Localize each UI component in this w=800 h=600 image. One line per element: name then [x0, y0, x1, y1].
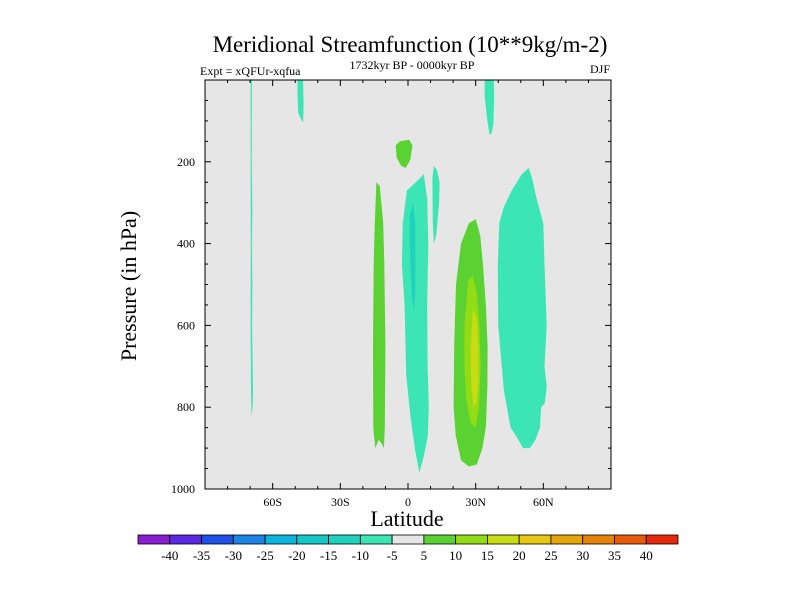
contour-negative-0-core: [409, 202, 416, 309]
colorbar: -40 -35 -30 -25 -20 -15 -10 -5 5 10 15 20 25 30 35 40: [137, 534, 679, 563]
colorbar-swatch: [264, 534, 298, 545]
colorbar-swatch: [518, 534, 552, 545]
contour-positive-25n-core-15: [470, 309, 479, 408]
x-tick-label: 60N: [533, 495, 554, 509]
colorbar-label: 30: [576, 548, 589, 563]
chart-title: Meridional Streamfunction (10**9kg/m-2): [213, 32, 608, 57]
colorbar-swatch: [137, 534, 171, 545]
time-range-label: 1732kyr BP - 0000kyr BP: [350, 58, 475, 72]
y-axis-label: Pressure (in hPa): [116, 211, 141, 361]
colorbar-swatch: [487, 534, 520, 545]
y-tick-label: 200: [177, 155, 195, 169]
colorbar-label: -15: [320, 548, 337, 563]
x-tick-label: 60S: [263, 495, 282, 509]
contour-negative-top-50s: [297, 80, 304, 123]
y-tick-label: 1000: [171, 482, 195, 496]
colorbar-swatch: [455, 534, 488, 545]
x-axis-label: Latitude: [370, 506, 443, 531]
contour-negative-top-35n: [484, 80, 495, 136]
colorbar-label: -25: [256, 548, 273, 563]
axis-ticks: 60S 30S 0 30N 60N 200 400 600 800 1000: [171, 79, 612, 509]
x-tick-label: 30S: [331, 495, 350, 509]
colorbar-swatch: [582, 534, 615, 545]
colorbar-swatch: [550, 534, 584, 545]
x-tick-label: 0: [405, 495, 411, 509]
colorbar-label: 35: [608, 548, 621, 563]
colorbar-label: -30: [225, 548, 242, 563]
contour-thin-negative-line-70s: [250, 80, 253, 416]
x-tick-label: 30N: [465, 495, 486, 509]
colorbar-swatch: [201, 534, 234, 545]
colorbar-swatch: [645, 534, 679, 545]
colorbar-label: 40: [640, 548, 653, 563]
colorbar-swatch: [232, 534, 266, 545]
colorbar-swatch: [359, 534, 393, 545]
y-tick-label: 600: [177, 318, 195, 332]
contour-positive-15s: [373, 182, 386, 449]
experiment-label: Expt = xQFUr-xqfua: [200, 64, 301, 78]
y-tick-label: 800: [177, 400, 195, 414]
colorbar-swatch: [169, 534, 202, 545]
colorbar-label: -10: [352, 548, 369, 563]
season-label: DJF: [590, 62, 610, 76]
colorbar-swatch: [614, 534, 647, 545]
contour-positive-upper-0: [395, 139, 413, 168]
contour-negative-50n: [497, 167, 547, 449]
colorbar-label: -35: [193, 548, 210, 563]
contour-negative-upper-10n: [432, 165, 440, 244]
contour-negative-0-deg: [401, 174, 429, 473]
colorbar-swatch: [391, 534, 425, 545]
contour-regions: [250, 80, 547, 473]
colorbar-label: -5: [387, 548, 398, 563]
colorbar-label: 20: [513, 548, 526, 563]
colorbar-label: -40: [161, 548, 178, 563]
colorbar-label: 10: [449, 548, 462, 563]
colorbar-swatch: [423, 534, 457, 545]
colorbar-label: 15: [481, 548, 494, 563]
colorbar-label: 5: [421, 548, 428, 563]
colorbar-swatch: [328, 534, 361, 545]
colorbar-swatch: [296, 534, 329, 545]
colorbar-label: 25: [544, 548, 557, 563]
colorbar-label: -20: [288, 548, 305, 563]
y-tick-label: 400: [177, 237, 195, 251]
